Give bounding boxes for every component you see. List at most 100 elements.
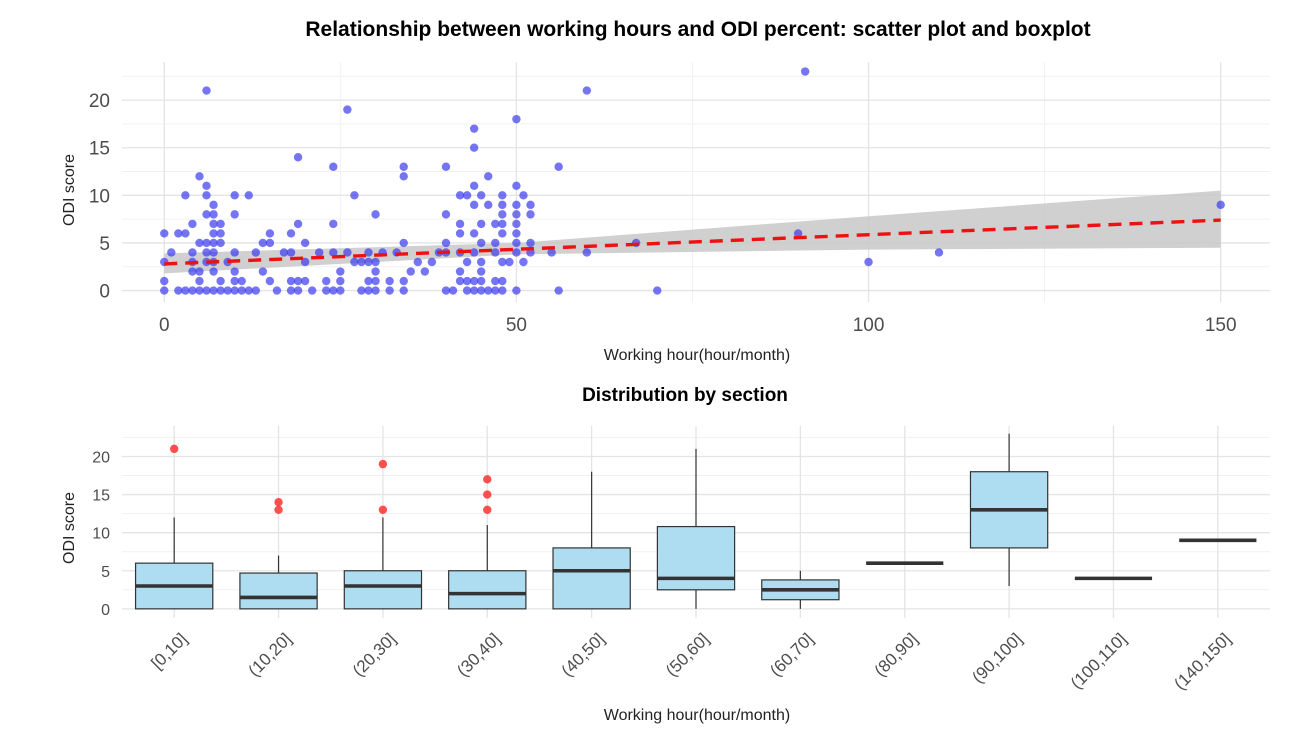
scatter-point — [322, 276, 331, 286]
scatter-point — [209, 219, 218, 229]
scatter-point — [526, 210, 535, 219]
scatter-point — [455, 229, 465, 238]
scatter-point — [237, 276, 246, 286]
scatter-point — [491, 219, 500, 229]
scatter-point — [293, 153, 303, 162]
scatter-point — [336, 276, 345, 286]
scatter-point — [491, 286, 500, 295]
scatter-point — [582, 86, 592, 95]
y-tick-label: 0 — [99, 282, 110, 303]
scatter-point — [195, 238, 204, 248]
box-body — [656, 525, 736, 591]
scatter-point — [364, 276, 373, 286]
scatter-point — [462, 286, 472, 295]
scatter-point — [448, 286, 458, 295]
boxplot-x-axis-title: Working hour(hour/month) — [604, 707, 790, 724]
scatter-point — [230, 248, 239, 257]
scatter-point — [181, 229, 190, 238]
scatter-x-axis-title: Working hour(hour/month) — [604, 347, 790, 364]
scatter-point — [336, 267, 345, 276]
box-(50,60] — [656, 448, 736, 609]
scatter-point — [230, 210, 239, 219]
scatter-point — [174, 229, 183, 238]
scatter-point — [209, 229, 218, 238]
scatter-point — [476, 191, 486, 200]
scatter-point — [336, 286, 345, 295]
scatter-point — [512, 114, 521, 124]
scatter-x-tick-labels: 0 50 100 150 — [159, 315, 1237, 336]
scatter-point — [216, 238, 225, 248]
scatter-point — [476, 219, 486, 229]
scatter-point — [188, 267, 197, 276]
scatter-point — [484, 200, 493, 210]
scatter-point — [300, 238, 310, 248]
scatter-point — [512, 219, 521, 229]
y-tick-label: 0 — [101, 602, 110, 619]
scatter-point — [512, 286, 521, 295]
outlier-point — [483, 490, 492, 499]
scatter-point — [230, 267, 239, 276]
scatter-point — [230, 286, 239, 295]
scatter-point — [800, 67, 810, 76]
scatter-point — [364, 248, 373, 257]
scatter-point — [160, 286, 169, 295]
box-(40,50] — [552, 471, 631, 610]
scatter-point — [793, 229, 803, 238]
boxplot-y-axis-title: ODI score — [61, 492, 78, 564]
scatter-point — [286, 229, 296, 238]
scatter-point — [350, 257, 359, 267]
y-tick-label: 20 — [92, 449, 110, 466]
scatter-point — [554, 162, 563, 171]
scatter-title: Relationship between working hours and O… — [305, 18, 1090, 41]
scatter-point — [329, 219, 338, 229]
outlier-point — [169, 444, 179, 454]
scatter-point — [512, 229, 521, 238]
scatter-point — [498, 257, 507, 267]
scatter-point — [357, 257, 366, 267]
y-tick-label: 15 — [89, 139, 110, 160]
scatter-point — [399, 286, 408, 295]
scatter-point — [413, 257, 423, 267]
scatter-point — [385, 276, 394, 286]
scatter-point — [195, 276, 204, 286]
scatter-point — [237, 286, 246, 295]
scatter-point — [315, 248, 324, 257]
scatter-point — [476, 267, 486, 276]
scatter-point — [441, 210, 451, 219]
scatter-point — [167, 248, 176, 257]
scatter-point — [223, 286, 232, 295]
scatter-point — [462, 276, 472, 286]
outlier-point — [378, 505, 388, 515]
scatter-point — [462, 191, 472, 200]
scatter-point — [195, 172, 204, 181]
scatter-point — [469, 143, 479, 152]
scatter-point — [399, 162, 408, 171]
scatter-point — [519, 191, 528, 200]
scatter-point — [399, 172, 408, 181]
scatter-point — [406, 267, 415, 276]
scatter-point — [484, 286, 493, 295]
scatter-point — [526, 200, 535, 210]
scatter-point — [251, 286, 261, 295]
y-tick-label: 10 — [92, 526, 110, 543]
scatter-point — [512, 248, 521, 257]
scatter-point — [455, 219, 465, 229]
box-(20,30] — [343, 459, 423, 610]
scatter-point — [202, 286, 211, 295]
box-(30,40] — [448, 475, 527, 610]
scatter-point — [265, 229, 275, 238]
scatter-point — [293, 286, 303, 295]
scatter-point — [519, 257, 528, 267]
scatter-point — [322, 286, 331, 295]
box-body — [343, 570, 423, 610]
box-body — [239, 572, 318, 610]
scatter-point — [371, 267, 380, 276]
scatter-point — [244, 286, 253, 295]
scatter-point — [371, 210, 380, 219]
scatter-point — [357, 286, 366, 295]
scatter-point — [293, 276, 303, 286]
scatter-point — [216, 219, 225, 229]
scatter-point — [371, 257, 380, 267]
scatter-point — [498, 219, 507, 229]
scatter-point — [469, 229, 479, 238]
